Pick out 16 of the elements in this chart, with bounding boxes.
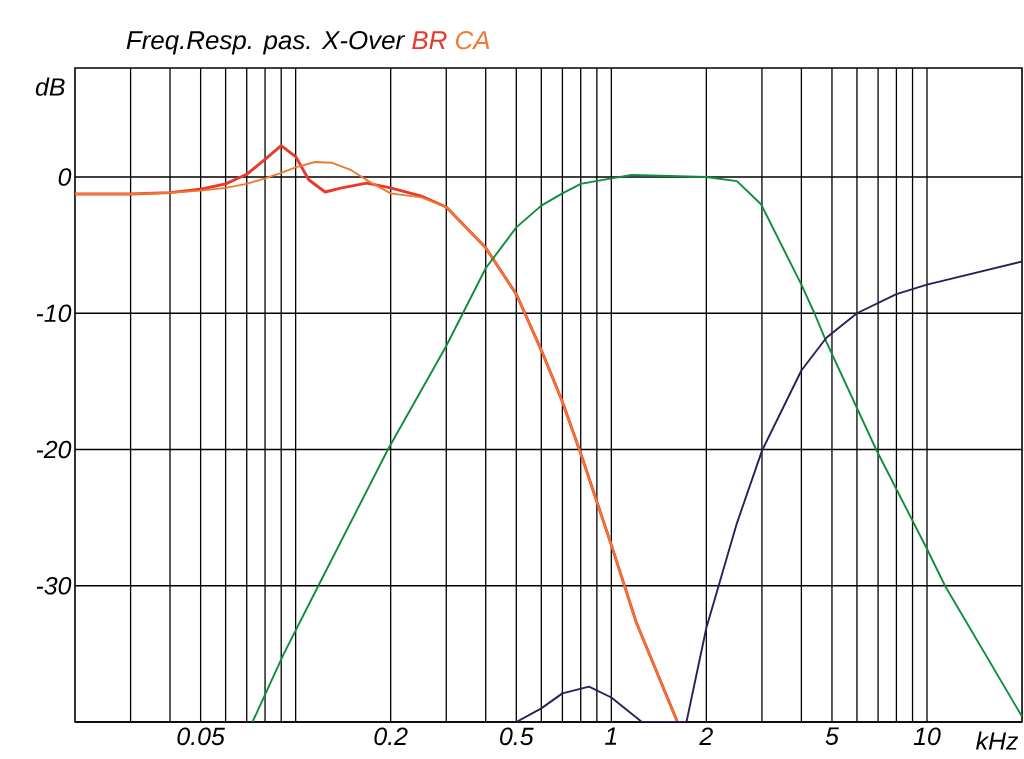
x-tick-label: 2 [699,727,713,745]
y-tick-label: -10 [36,304,72,323]
y-axis-title: dB [35,77,65,96]
x-tick-label: 0.05 [177,727,225,746]
x-tick-label: 1 [605,727,617,745]
chart-title: Freq.Resp. pas. X-Over [126,31,406,55]
y-tick-label: -20 [36,440,72,459]
y-tick-label: -30 [36,576,72,595]
y-tick-label: 0 [58,168,72,186]
x-tick-label: 0.5 [500,727,534,746]
x-tick-label: 0.2 [374,727,408,746]
x-tick-label: 10 [913,727,941,746]
x-tick-label: 5 [825,727,839,745]
x-axis-title: kHz [976,731,1019,750]
text: BR [412,31,447,50]
text: CA [455,31,490,50]
